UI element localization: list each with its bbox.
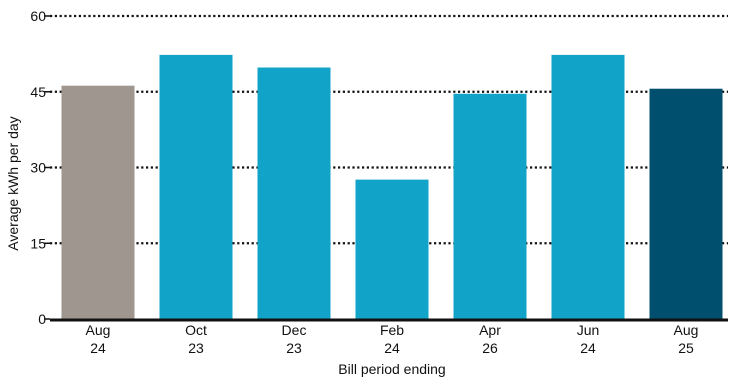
x-tick-label-month: Aug xyxy=(86,322,111,338)
x-tick-label-year: 23 xyxy=(188,340,204,356)
x-tick-label-month: Apr xyxy=(479,322,501,338)
x-tick-label-year: 24 xyxy=(580,340,596,356)
bar xyxy=(551,54,625,319)
x-tick-labels: Aug 24 Oct 23 Dec 23 Feb 24 Apr 26 Jun 24 Aug 25 xyxy=(86,322,699,356)
x-tick-label-year: 24 xyxy=(384,340,400,356)
x-tick-label-year: 25 xyxy=(678,340,694,356)
x-tick-label-year: 23 xyxy=(286,340,302,356)
bar xyxy=(159,54,233,319)
x-tick-label-month: Oct xyxy=(185,322,207,338)
x-tick-label-month: Jun xyxy=(577,322,600,338)
y-axis-title: Average kWh per day xyxy=(5,116,21,250)
y-tick-label: 15 xyxy=(30,235,46,251)
x-axis-title: Bill period ending xyxy=(338,361,445,377)
x-tick-label-month: Dec xyxy=(282,322,307,338)
bar xyxy=(257,67,331,319)
y-tick-label: 45 xyxy=(30,84,46,100)
x-tick-label-month: Aug xyxy=(674,322,699,338)
y-tick-label: 0 xyxy=(38,311,46,327)
y-tick-labels: 0 15 30 45 60 xyxy=(30,8,50,327)
bar xyxy=(649,88,723,319)
bar xyxy=(61,85,135,319)
y-tick-label: 60 xyxy=(30,8,46,24)
axis-layer xyxy=(50,318,728,322)
bar xyxy=(453,93,527,320)
bar xyxy=(355,179,429,319)
bars-layer xyxy=(61,54,723,320)
y-tick-label: 30 xyxy=(30,160,46,176)
x-tick-label-year: 24 xyxy=(90,340,106,356)
x-tick-label-month: Feb xyxy=(380,322,404,338)
x-tick-label-year: 26 xyxy=(482,340,498,356)
